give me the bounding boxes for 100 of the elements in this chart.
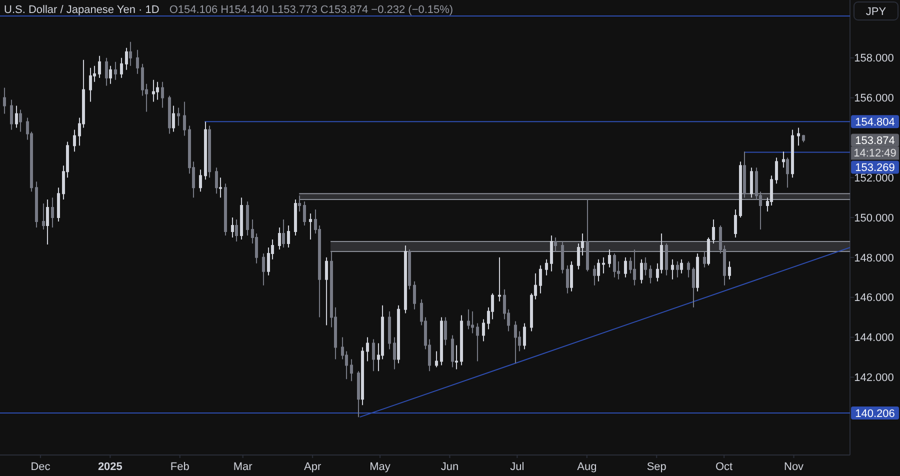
y-tick-label: 156.000	[854, 92, 894, 105]
candlestick	[73, 129, 76, 152]
chart-subtitle: O154.106 H154.140 L153.773 C153.874 −0.232 (−0.15%)	[169, 4, 454, 16]
x-tick-label: Mar	[233, 461, 253, 473]
candlestick	[298, 195, 301, 212]
candlestick	[514, 320, 517, 364]
candlestick	[42, 203, 45, 230]
candlestick	[3, 87, 6, 114]
candlestick	[361, 346, 364, 406]
text: 14:12:49	[854, 148, 896, 160]
candlestick	[602, 256, 605, 274]
candlestick	[408, 248, 411, 290]
candlestick	[671, 258, 674, 280]
candlestick	[397, 304, 400, 364]
candlestick	[235, 219, 238, 242]
candlestick	[460, 314, 463, 366]
candlestick	[608, 248, 611, 268]
candlestick	[287, 225, 290, 248]
candlestick	[325, 256, 328, 326]
candlestick	[680, 258, 683, 274]
candlestick	[168, 95, 171, 134]
x-tick-label: Dec	[30, 461, 51, 473]
candlestick	[10, 99, 13, 130]
candlestick	[734, 209, 737, 238]
candlestick	[204, 121, 207, 180]
text: 153.874	[855, 135, 895, 148]
annotation: 153.269	[855, 162, 895, 174]
x-tick-label: Nov	[784, 461, 804, 473]
candlestick	[440, 316, 443, 366]
candlestick	[262, 252, 265, 286]
y-axis-title: JPY	[866, 6, 887, 18]
candlestick	[703, 250, 706, 268]
candlestick	[561, 240, 564, 274]
candlestick	[366, 336, 369, 362]
y-tick-label: 144.000	[854, 332, 894, 344]
x-tick-label: Jun	[440, 461, 459, 473]
candlestick	[161, 81, 164, 108]
ref-line-label: 140.206	[855, 408, 895, 420]
candlestick	[797, 127, 800, 146]
y-tick-label: 150.000	[854, 212, 894, 224]
candlestick	[98, 55, 101, 78]
candlestick	[120, 57, 123, 78]
x-tick-label: Jul	[510, 461, 524, 473]
x-tick-label: Feb	[170, 461, 190, 473]
candlestick	[739, 161, 742, 218]
candlestick	[624, 256, 627, 278]
candlestick	[471, 310, 474, 334]
y-tick-label: 158.000	[854, 52, 894, 65]
candlestick	[467, 308, 470, 330]
candlestick	[554, 236, 557, 252]
candlestick	[372, 338, 375, 372]
candlestick	[775, 157, 778, 184]
candlestick	[545, 258, 548, 276]
x-tick-label: Apr	[304, 461, 322, 473]
candlestick	[782, 151, 785, 168]
candlestick	[707, 236, 710, 266]
candlestick	[215, 167, 218, 194]
chart-title: U.S. Dollar / Japanese Yen · 1D	[4, 4, 160, 16]
candlestick	[498, 256, 501, 302]
candlestick	[309, 213, 312, 240]
candlestick	[786, 157, 789, 188]
candlestick	[676, 260, 679, 278]
candlestick	[303, 201, 306, 226]
candlestick	[482, 318, 485, 342]
candlestick	[550, 234, 553, 272]
candlestick	[51, 197, 54, 228]
candlestick	[750, 167, 753, 198]
candlestick	[231, 217, 234, 238]
candlestick	[586, 199, 589, 272]
candlestick	[692, 266, 695, 308]
candlestick	[640, 258, 643, 284]
x-tick-label: Oct	[716, 461, 733, 473]
candlestick	[152, 79, 155, 102]
candlestick	[294, 199, 297, 236]
candlestick	[523, 322, 526, 350]
candlestick	[183, 101, 186, 136]
candlestick	[278, 227, 281, 250]
candlestick	[593, 264, 596, 286]
candlestick	[246, 201, 249, 236]
candlestick	[444, 316, 447, 346]
x-tick-label: May	[370, 461, 391, 473]
candlestick	[57, 187, 60, 222]
candlestick	[613, 252, 616, 278]
x-tick-label: Sep	[646, 461, 666, 473]
candlestick	[282, 219, 285, 248]
candlestick	[802, 134, 805, 143]
candlestick	[46, 199, 49, 245]
candlestick	[15, 105, 18, 128]
candlestick	[240, 197, 243, 240]
candlestick	[105, 57, 108, 86]
candlestick	[89, 67, 92, 102]
candlestick	[357, 370, 360, 418]
candlestick	[156, 81, 159, 100]
unit-box: JPY	[854, 2, 898, 20]
candlestick	[570, 260, 573, 292]
candlestick	[114, 61, 117, 80]
candlestick	[566, 264, 569, 294]
candlestick	[743, 151, 746, 198]
candlestick	[177, 107, 180, 126]
candlestick	[728, 260, 731, 280]
